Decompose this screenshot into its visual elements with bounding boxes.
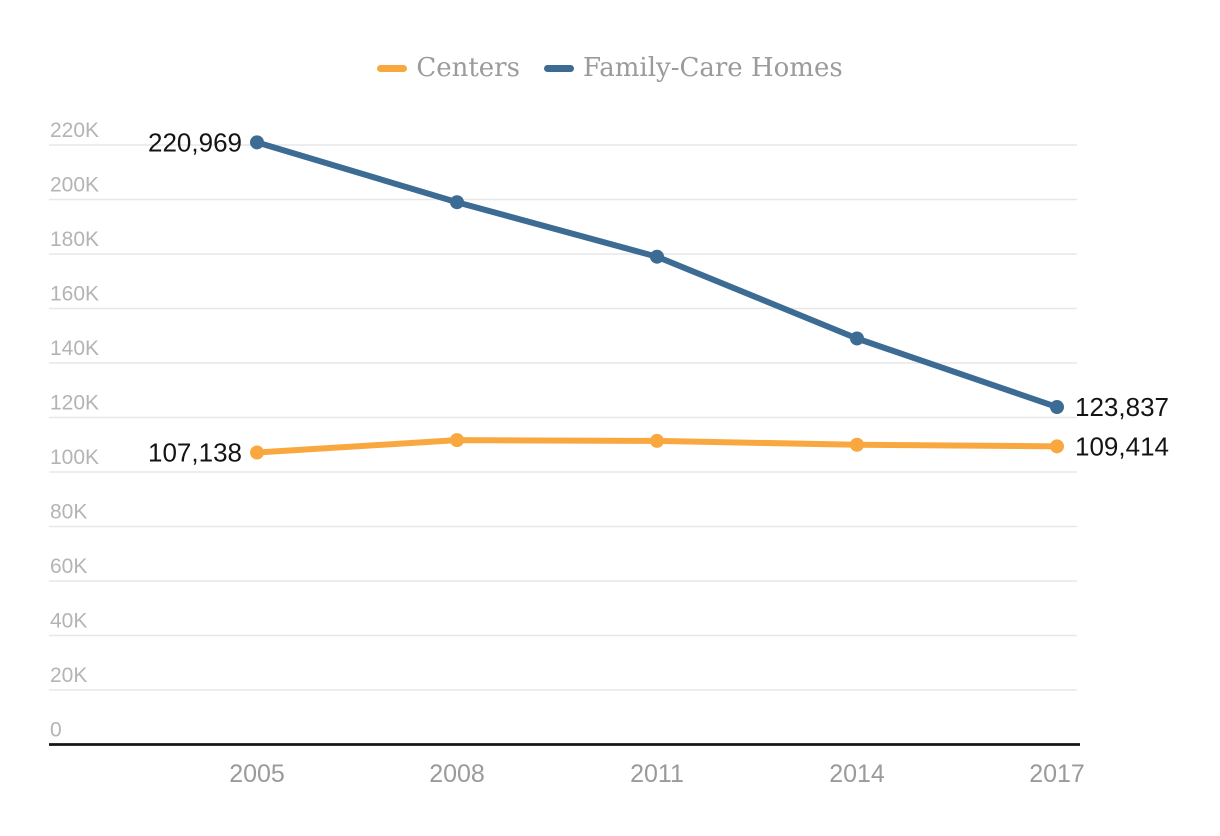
data-point-centers-2017[interactable] <box>1050 439 1064 454</box>
legend-swatch-centers <box>377 64 408 72</box>
data-point-family-care-homes-2014[interactable] <box>850 331 864 346</box>
y-tick-label: 100K <box>50 446 99 469</box>
x-tick-label: 2014 <box>829 760 885 788</box>
data-point-centers-2014[interactable] <box>850 437 864 452</box>
y-tick-label: 40K <box>50 610 87 633</box>
y-tick-label: 60K <box>50 555 87 578</box>
data-point-centers-2005[interactable] <box>250 445 264 460</box>
data-point-family-care-homes-2005[interactable] <box>250 135 264 150</box>
y-tick-label: 140K <box>50 337 99 360</box>
legend-swatch-family-care-homes <box>543 64 574 72</box>
legend-item-centers: Centers <box>377 52 520 84</box>
y-tick-label: 20K <box>50 664 87 687</box>
data-point-family-care-homes-2011[interactable] <box>650 249 664 264</box>
data-label-centers-2017: 109,414 <box>1075 431 1169 461</box>
legend-label: Centers <box>416 53 520 83</box>
x-tick-label: 2011 <box>630 760 684 788</box>
x-tick-label: 2017 <box>1029 760 1085 788</box>
data-point-family-care-homes-2017[interactable] <box>1050 400 1064 415</box>
legend: Centers Family-Care Homes <box>0 52 1220 84</box>
legend-label: Family-Care Homes <box>582 53 843 83</box>
y-tick-label: 200K <box>50 174 99 197</box>
series-line-family-care-homes <box>254 139 1060 411</box>
legend-item-family-care-homes: Family-Care Homes <box>543 52 843 84</box>
data-label-family-care-homes-2005: 220,969 <box>148 127 242 157</box>
y-tick-label: 120K <box>50 392 99 415</box>
y-tick-label: 80K <box>50 501 87 524</box>
y-tick-label: 0 <box>50 719 62 742</box>
data-label-family-care-homes-2017: 123,837 <box>1075 392 1169 422</box>
x-tick-label: 2005 <box>229 760 285 788</box>
y-tick-label: 220K <box>50 119 99 142</box>
data-point-centers-2011[interactable] <box>650 433 664 448</box>
y-tick-label: 160K <box>50 283 99 306</box>
data-point-centers-2008[interactable] <box>450 433 464 448</box>
data-point-family-care-homes-2008[interactable] <box>450 195 464 210</box>
y-tick-label: 180K <box>50 228 99 251</box>
x-tick-label: 2008 <box>429 760 485 788</box>
data-label-centers-2005: 107,138 <box>148 438 242 468</box>
